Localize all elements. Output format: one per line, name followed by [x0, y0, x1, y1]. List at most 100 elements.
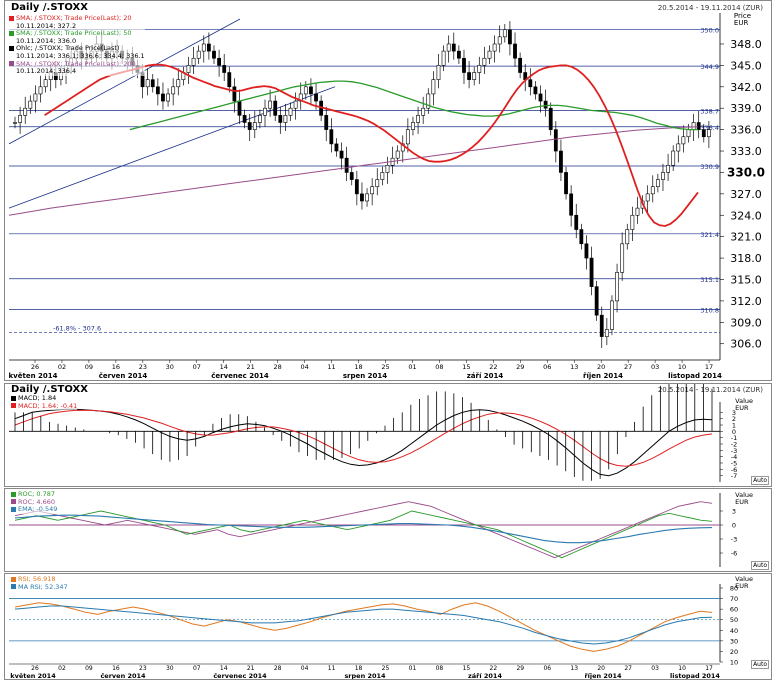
- candle-body: [594, 286, 599, 316]
- candle-body: [661, 172, 665, 180]
- x-tick-label: 02: [58, 665, 66, 672]
- candle-body: [416, 115, 420, 123]
- candle-body: [293, 100, 298, 109]
- month-label: říjen 2014: [583, 372, 623, 380]
- x-tick-label: 30: [166, 665, 174, 672]
- x-tick-label: 22: [490, 665, 498, 672]
- x-tick-label: 27: [624, 665, 632, 672]
- x-tick-label: 20: [597, 665, 605, 672]
- ema-line: [14, 514, 713, 544]
- month-label: červenec 2014: [211, 372, 269, 380]
- price-line-label: 338.7: [700, 107, 719, 115]
- month-label: srpen 2014: [343, 372, 387, 380]
- candle-body: [166, 93, 170, 102]
- legend-rsi: RSI; 56.918: [11, 575, 68, 584]
- candle-body: [268, 100, 273, 109]
- candle-body: [263, 107, 267, 116]
- roc-chart[interactable]: 3 0 -3 -6: [5, 489, 771, 571]
- x-tick-label: 09: [85, 363, 93, 371]
- month-label: listopad 2014: [670, 672, 720, 679]
- x-tick-label: 26: [31, 363, 39, 371]
- candle-body: [201, 43, 206, 52]
- candle-body: [395, 150, 400, 159]
- x-tick-label: 18: [355, 665, 363, 672]
- candle-body: [604, 329, 609, 337]
- candle-body: [196, 50, 201, 59]
- legend-ohlc: Ohlc; /.STOXX; Trade Price(Last) 10.11.20…: [9, 45, 145, 60]
- month-label: říjen 2014: [584, 672, 622, 679]
- x-tick-label: 14: [220, 665, 228, 672]
- candle-body: [206, 43, 211, 52]
- y-tick-label: -3: [731, 447, 737, 455]
- candle-body: [171, 86, 176, 95]
- candle-body: [472, 72, 477, 80]
- price-line-label: 315.1: [700, 276, 719, 284]
- candle-body: [354, 179, 359, 195]
- y-tick-label: 315.0: [730, 273, 762, 286]
- price-panel-range: 20.5.2014 - 19.11.2014 (ZUR): [657, 4, 763, 12]
- x-tick-label: 25: [382, 665, 390, 672]
- macd-line: [14, 408, 713, 477]
- x-tick-label: 29: [516, 363, 524, 371]
- candle-body: [212, 50, 216, 59]
- candle-body: [451, 43, 456, 52]
- x-tick-label: 11: [327, 363, 335, 371]
- candle-body: [43, 79, 48, 88]
- candle-body: [671, 150, 676, 166]
- legend-macd: MACD; 1.84: [11, 394, 77, 403]
- candle-body: [462, 57, 466, 73]
- month-label: srpen 2014: [344, 672, 386, 679]
- candle-body: [344, 157, 349, 173]
- y-tick-label: -7: [731, 472, 737, 480]
- candle-body: [518, 57, 523, 73]
- y-tick-label: 50: [730, 616, 738, 624]
- candle-body: [237, 100, 242, 116]
- candle-body: [706, 129, 711, 138]
- y-tick-label: 0: [732, 522, 736, 530]
- price-legend: SMA; /.STOXX; Trade Price(Last); 20 10.11…: [9, 14, 145, 76]
- y-tick-label: 80: [730, 585, 738, 593]
- y-tick-label: 30: [730, 637, 738, 645]
- x-tick-label: 25: [381, 363, 389, 371]
- macd-scale-label[interactable]: Auto: [751, 476, 769, 485]
- candle-body: [380, 172, 385, 180]
- x-tick-label: 03: [651, 665, 659, 672]
- candle-body: [18, 115, 23, 123]
- candle-body: [334, 143, 339, 152]
- rsi-scale-label[interactable]: Auto: [751, 660, 769, 669]
- candle-body: [513, 43, 517, 59]
- sma20-line: [44, 63, 699, 227]
- candle-body: [411, 122, 415, 130]
- roc-scale-label[interactable]: Auto: [751, 561, 769, 570]
- y-tick-label: -6: [731, 550, 737, 558]
- price-panel-title: Daily /.STOXX: [11, 2, 88, 13]
- candle-body: [155, 86, 160, 95]
- candle-body: [508, 29, 512, 45]
- price-line-label: 310.8: [700, 306, 719, 314]
- x-tick-label: 13: [570, 665, 578, 672]
- legend-sma20: SMA; /.STOXX; Trade Price(Last); 20 10.11…: [9, 14, 145, 30]
- month-label: září 2014: [468, 672, 502, 679]
- y-tick-label: 330.0: [727, 165, 765, 179]
- x-tick-label: 09: [85, 665, 93, 672]
- candle-body: [360, 193, 364, 202]
- candle-body: [278, 115, 283, 123]
- candle-body: [258, 115, 262, 123]
- rsi-chart[interactable]: 80 70 60 50 40 30 20 10 26 02 09 16 23 30 07 14 21 28 04 11…: [5, 574, 771, 679]
- candle-body: [426, 93, 431, 109]
- price-chart[interactable]: 306.0 309.0 312.0 315.0 318.0 321.0 324.0 327.0…: [5, 1, 771, 380]
- candle-body: [303, 86, 308, 95]
- y-tick-label: 0: [732, 428, 736, 436]
- month-label: listopad 2014: [668, 372, 722, 380]
- y-tick-label: 348.0: [730, 38, 762, 51]
- month-label: červen 2014: [99, 372, 148, 380]
- x-tick-label: 28: [274, 665, 282, 672]
- macd-panel-title: Daily /.STOXX: [11, 384, 88, 395]
- candle-body: [405, 129, 410, 145]
- y-tick-label: 333.0: [730, 145, 762, 158]
- y-tick-label: 327.0: [730, 188, 762, 201]
- legend-ma-rsi: MA RSI; 52.347: [11, 583, 68, 592]
- candle-body: [589, 257, 594, 287]
- candle-body: [436, 65, 441, 80]
